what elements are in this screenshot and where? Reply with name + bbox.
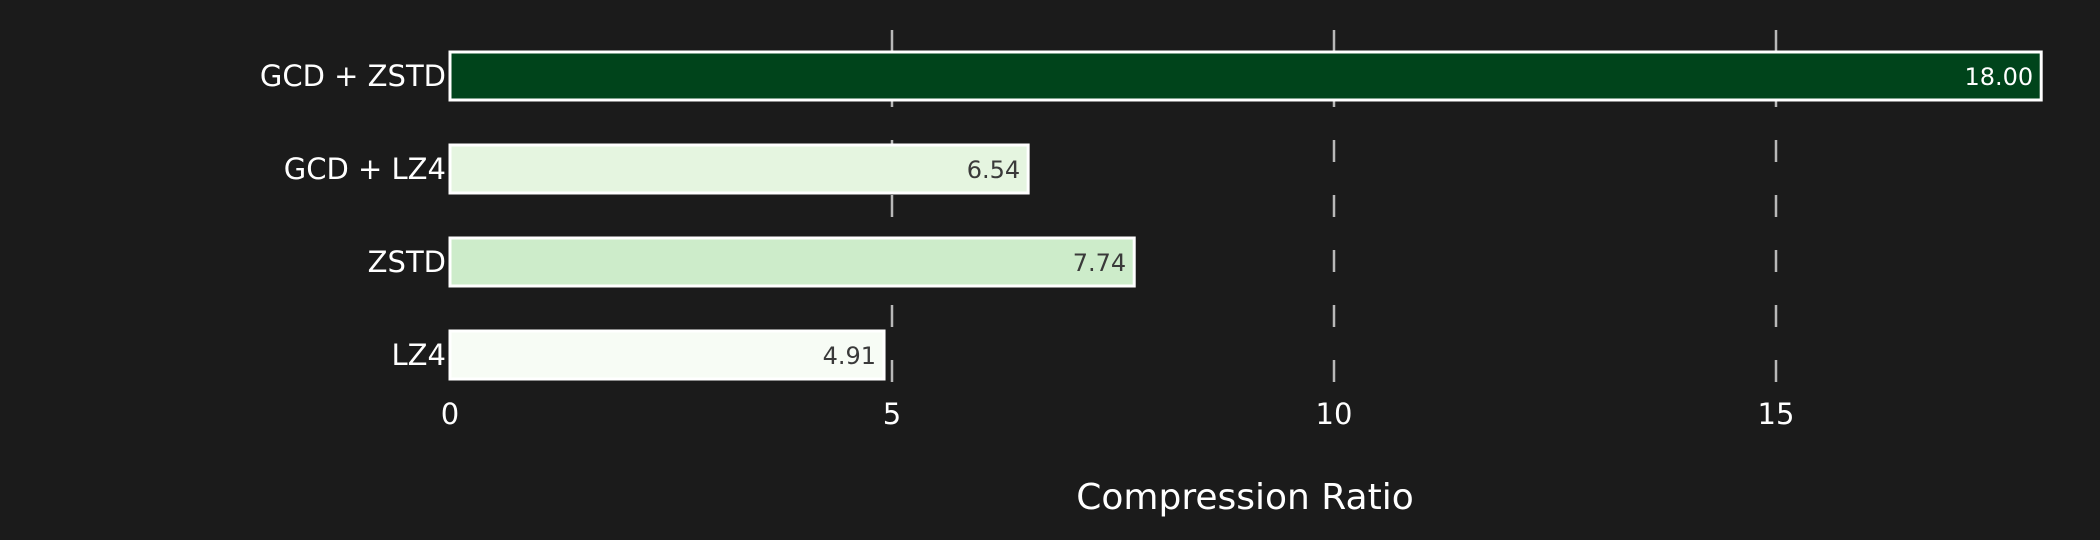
category-label: ZSTD <box>368 245 446 279</box>
category-labels: GCD + ZSTD GCD + LZ4 ZSTD LZ4 <box>260 59 446 372</box>
x-axis-label: Compression Ratio <box>1076 477 1413 518</box>
category-label: GCD + LZ4 <box>284 152 446 186</box>
bar-value-label: 18.00 <box>1964 63 2033 91</box>
bar-value-label: 4.91 <box>823 342 876 370</box>
bar <box>448 329 886 381</box>
category-label: GCD + ZSTD <box>260 59 446 93</box>
x-tick-label: 5 <box>883 397 901 431</box>
bar <box>448 50 2043 102</box>
x-tick-label: 0 <box>441 397 459 431</box>
bar-value-label: 6.54 <box>967 156 1020 184</box>
bar <box>448 143 1030 195</box>
bars: 18.00 6.54 7.74 4.91 <box>448 50 2043 381</box>
category-label: LZ4 <box>392 338 446 372</box>
bar <box>448 236 1136 288</box>
bar-value-label: 7.74 <box>1073 249 1126 277</box>
x-axis-ticks: 0 5 10 15 <box>441 397 1795 431</box>
x-tick-label: 10 <box>1316 397 1353 431</box>
x-tick-label: 15 <box>1758 397 1795 431</box>
